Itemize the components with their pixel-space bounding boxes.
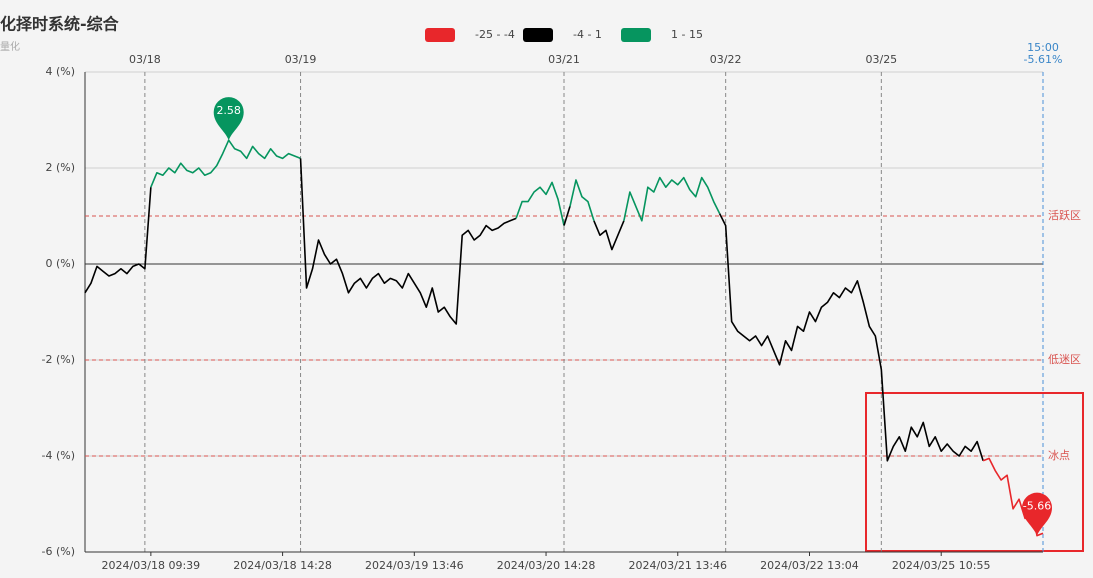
line-segment — [299, 158, 517, 325]
legend-label: 1 - 15 — [671, 28, 703, 41]
line-segment — [623, 176, 721, 222]
mark-line-label: 活跃区 — [1048, 208, 1081, 222]
legend-swatch — [523, 28, 553, 42]
x-tick-label: 2024/03/18 14:28 — [233, 559, 332, 572]
mark-point-label: 2.58 — [216, 104, 241, 117]
y-tick-label: -4 (%) — [42, 449, 76, 462]
mark-point — [213, 97, 244, 141]
day-label: 03/21 — [548, 53, 580, 66]
chart-subtitle: 量化 — [0, 40, 20, 53]
day-label: 03/18 — [129, 53, 161, 66]
line-segment — [515, 181, 565, 226]
legend-label: -25 - -4 — [475, 28, 515, 41]
y-tick-label: 2 (%) — [45, 161, 75, 174]
y-tick-label: 0 (%) — [45, 257, 75, 270]
x-tick-label: 2024/03/21 13:46 — [628, 559, 727, 572]
line-segment — [563, 206, 571, 226]
line-segment — [593, 220, 625, 251]
highlight-box — [865, 392, 1084, 552]
x-tick-label: 2024/03/25 10:55 — [892, 559, 991, 572]
end-value: -5.61% — [1024, 53, 1063, 66]
mark-line-label: 低迷区 — [1048, 353, 1081, 366]
y-tick-label: -6 (%) — [42, 545, 76, 558]
day-label: 03/22 — [710, 53, 742, 66]
line-segment — [569, 179, 595, 222]
x-tick-label: 2024/03/19 13:46 — [365, 559, 464, 572]
mark-point-label: -5.66 — [1023, 500, 1051, 513]
x-tick-label: 2024/03/18 09:39 — [102, 559, 201, 572]
line-segment — [718, 213, 984, 462]
line-segment — [150, 139, 301, 188]
end-time: 15:00 — [1027, 41, 1059, 54]
day-label: 03/25 — [865, 53, 897, 66]
mark-line-label: 冰点 — [1048, 449, 1070, 462]
legend-swatch — [621, 28, 651, 42]
chart-title: 化择时系统-综合 — [0, 15, 120, 34]
x-tick-label: 2024/03/20 14:28 — [497, 559, 596, 572]
legend-label: -4 - 1 — [573, 28, 602, 41]
y-tick-label: -2 (%) — [42, 353, 76, 366]
line-segment — [84, 187, 152, 294]
legend-swatch — [425, 28, 455, 42]
x-tick-label: 2024/03/22 13:04 — [760, 559, 859, 572]
day-label: 03/19 — [285, 53, 317, 66]
mark-point — [1022, 492, 1053, 536]
y-tick-label: 4 (%) — [45, 65, 75, 78]
